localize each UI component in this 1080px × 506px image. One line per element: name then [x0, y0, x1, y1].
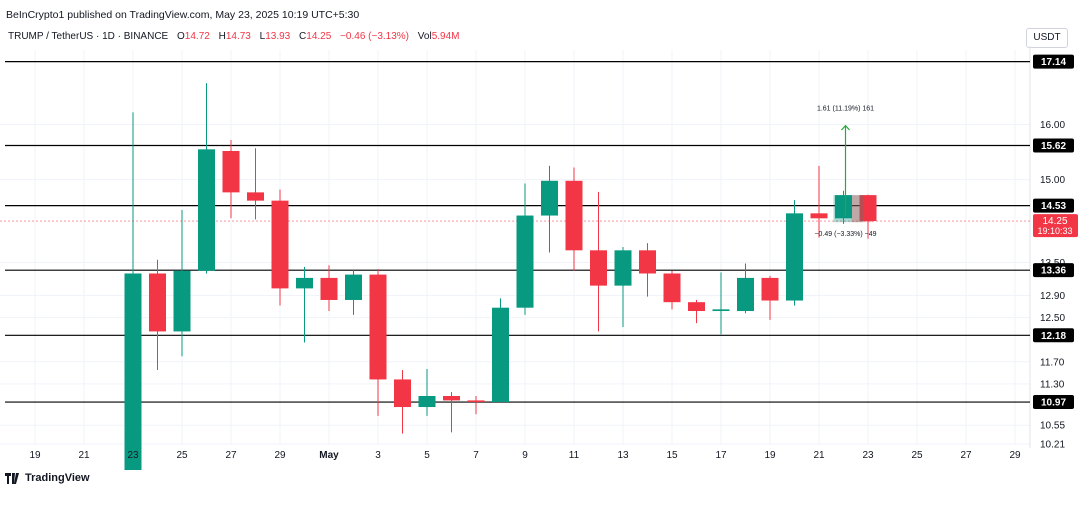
level-price-label: 17.14	[1041, 57, 1066, 68]
x-tick-label: 17	[715, 450, 727, 461]
candle-body	[712, 309, 730, 312]
candle-body	[247, 192, 264, 201]
candle-body	[296, 277, 313, 289]
candle-body	[639, 250, 656, 274]
candle-body	[222, 150, 240, 193]
level-price-tag	[1033, 54, 1074, 69]
measure-up-zone	[833, 195, 864, 223]
candle-body	[320, 277, 338, 300]
x-tick-label: 13	[617, 450, 629, 461]
candle-body	[149, 273, 166, 332]
x-tick-label: 15	[666, 450, 678, 461]
level-price-label: 15.62	[1041, 141, 1066, 152]
candle-body	[859, 195, 877, 222]
low-label: L	[259, 31, 266, 42]
candle-body	[173, 270, 191, 332]
price-tick-label: 12.90	[1040, 291, 1065, 302]
x-tick-label: 21	[78, 450, 90, 461]
open-value: 14.72	[184, 31, 210, 42]
level-price-label: 14.53	[1041, 201, 1066, 212]
x-tick-label: 7	[473, 450, 479, 461]
candle-body	[810, 213, 828, 219]
price-tick-label: 12.50	[1040, 313, 1065, 324]
x-tick-label: 3	[375, 450, 381, 461]
x-tick-label: 27	[225, 450, 237, 461]
price-tick-label: 10.55	[1040, 421, 1065, 432]
candle-body	[369, 274, 387, 380]
measure-up-label: 1.61 (11.19%) 161	[817, 106, 874, 113]
candle-body	[516, 215, 534, 308]
candlestick-chart[interactable]: 16.0015.0013.5012.9012.5011.7011.3010.55…	[0, 0, 1080, 470]
candle-body	[835, 195, 852, 219]
measure-down-zone	[851, 195, 874, 223]
change-value: −0.46 (−3.13%)	[340, 31, 410, 42]
level-price-label: 10.97	[1041, 398, 1066, 409]
level-price-label: 12.18	[1041, 331, 1066, 342]
candle-body	[394, 379, 411, 408]
candle-body	[345, 274, 362, 300]
x-tick-label: 5	[424, 450, 430, 461]
candle-body	[614, 250, 632, 286]
x-tick-label: 29	[274, 450, 286, 461]
candle-body	[737, 277, 754, 312]
candle-body	[124, 273, 142, 470]
x-tick-label: 25	[176, 450, 188, 461]
price-tick-label: 15.00	[1040, 175, 1065, 186]
level-price-tag	[1033, 395, 1074, 410]
candle-body	[492, 307, 509, 403]
candle-body	[443, 395, 460, 401]
high-label: H	[218, 31, 226, 42]
level-price-tag	[1033, 198, 1074, 213]
current-price-countdown: 19:10:33	[1037, 226, 1072, 236]
symbol-name[interactable]: TRUMP / TetherUS · 1D · BINANCE	[8, 31, 169, 42]
candle-body	[198, 149, 215, 271]
level-price-tag	[1033, 138, 1074, 153]
brand-label: TradingView	[25, 472, 90, 484]
candle-body	[663, 273, 681, 303]
low-value: 13.93	[265, 31, 291, 42]
candle-body	[590, 250, 607, 286]
candle-body	[565, 180, 583, 251]
price-tick-label: 11.70	[1040, 357, 1065, 368]
x-tick-label: 27	[960, 450, 972, 461]
currency-selector-button[interactable]: USDT	[1026, 28, 1068, 48]
tradingview-brand[interactable]: TradingView	[5, 472, 90, 484]
x-tick-label: 21	[813, 450, 825, 461]
publisher-line: BeInCrypto1 published on TradingView.com…	[6, 9, 360, 21]
open-label: O	[177, 31, 185, 42]
level-price-tag	[1033, 263, 1074, 278]
current-price-label: 14.25	[1042, 216, 1067, 227]
measure-up-arrowhead	[841, 124, 850, 131]
volume-value: 5.94M	[431, 31, 460, 42]
x-tick-label: 19	[29, 450, 41, 461]
x-tick-label: 11	[569, 450, 580, 461]
close-label: C	[299, 31, 307, 42]
volume-label: Vol	[417, 31, 432, 42]
measure-down-label: −0.49 (−3.33%) −49	[814, 231, 876, 238]
candle-body	[418, 395, 436, 408]
x-tick-label: May	[319, 450, 339, 461]
close-value: 14.25	[306, 31, 332, 42]
candle-body	[271, 200, 289, 289]
high-value: 14.73	[225, 31, 251, 42]
tradingview-logo-icon	[5, 472, 19, 484]
candle-body	[467, 400, 485, 403]
candle-body	[541, 180, 558, 216]
x-tick-label: 23	[127, 450, 139, 461]
candle-body	[688, 302, 705, 312]
candle-body	[761, 277, 779, 301]
price-tick-label: 10.21	[1040, 440, 1065, 451]
x-tick-label: 9	[522, 450, 528, 461]
x-tick-label: 23	[862, 450, 874, 461]
symbol-legend: TRUMP / TetherUS · 1D · BINANCE O14.72 H…	[8, 31, 460, 42]
level-price-tag	[1033, 328, 1074, 343]
x-tick-label: 29	[1009, 450, 1021, 461]
current-price-tag	[1033, 214, 1078, 238]
price-tick-label: 11.30	[1040, 379, 1065, 390]
level-price-label: 13.36	[1041, 266, 1066, 277]
price-tick-label: 16.00	[1040, 120, 1065, 131]
x-tick-label: 19	[764, 450, 776, 461]
x-tick-label: 25	[911, 450, 923, 461]
candle-body	[786, 213, 803, 301]
